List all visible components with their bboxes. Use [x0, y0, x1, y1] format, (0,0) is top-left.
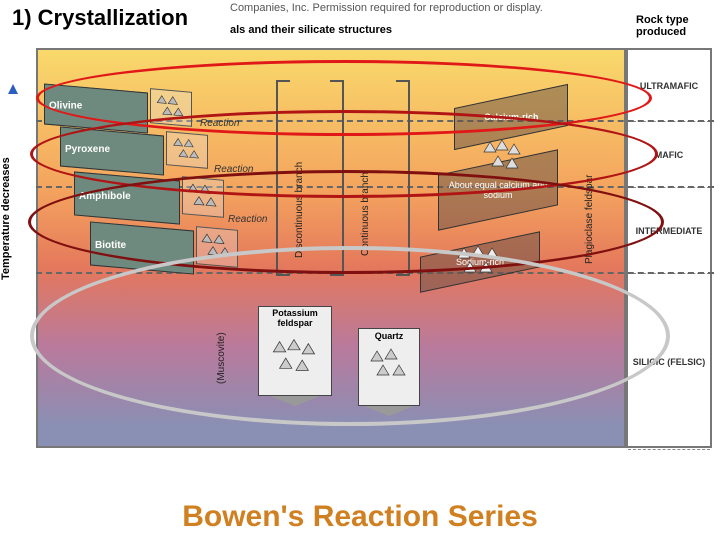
rock-type-cell: SILICIC (FELSIC) — [628, 274, 710, 450]
discontinuous-label: Discontinuous branch — [294, 162, 305, 258]
slide-title: 1) Crystallization — [12, 5, 188, 31]
divider-line — [36, 272, 714, 274]
rock-type-cell: MAFIC — [628, 122, 710, 188]
yaxis-arrow-icon — [8, 84, 18, 94]
mineral-block: Amphibole — [74, 171, 180, 224]
quartz-box: Quartz — [358, 328, 420, 406]
plagioclase-label: Plagioclase feldspar — [584, 175, 595, 265]
rock-type-cell: INTERMEDIATE — [628, 188, 710, 274]
kfeldspar-box: Potassium feldspar — [258, 306, 332, 396]
yaxis-label: Temperature decreases — [0, 157, 12, 280]
structure-box — [196, 226, 238, 268]
rock-type-cell: ULTRAMAFIC — [628, 50, 710, 122]
reaction-label: Reaction — [214, 164, 253, 175]
mid-bracket-icon — [330, 80, 344, 276]
reaction-label: Reaction — [200, 118, 239, 129]
header-center: als and their silicate structures — [230, 24, 392, 36]
reaction-label: Reaction — [228, 214, 267, 225]
continuous-label: Continuous branch — [360, 172, 371, 256]
header-right: Rock type produced — [636, 14, 706, 38]
right-bracket-icon — [396, 80, 410, 276]
muscovite-label: (Muscovite) — [216, 332, 227, 384]
top-note: Companies, Inc. Permission required for … — [230, 2, 543, 14]
structure-icon — [359, 341, 419, 391]
mineral-block: Biotite — [90, 221, 194, 274]
rock-type-column: ULTRAMAFICMAFICINTERMEDIATESILICIC (FELS… — [626, 48, 712, 448]
quartz-label: Quartz — [359, 331, 419, 341]
structure-icon — [259, 329, 331, 385]
kfeldspar-label: Potassium feldspar — [259, 309, 331, 329]
structure-box — [150, 88, 192, 127]
chevron-down-icon — [270, 396, 320, 406]
structure-box — [182, 176, 224, 218]
chevron-down-icon — [364, 406, 414, 416]
structure-icon — [452, 240, 512, 282]
left-bracket-icon — [276, 80, 290, 276]
structure-icon — [480, 134, 536, 174]
structure-box — [166, 131, 208, 169]
footer-title: Bowen's Reaction Series — [0, 500, 720, 534]
